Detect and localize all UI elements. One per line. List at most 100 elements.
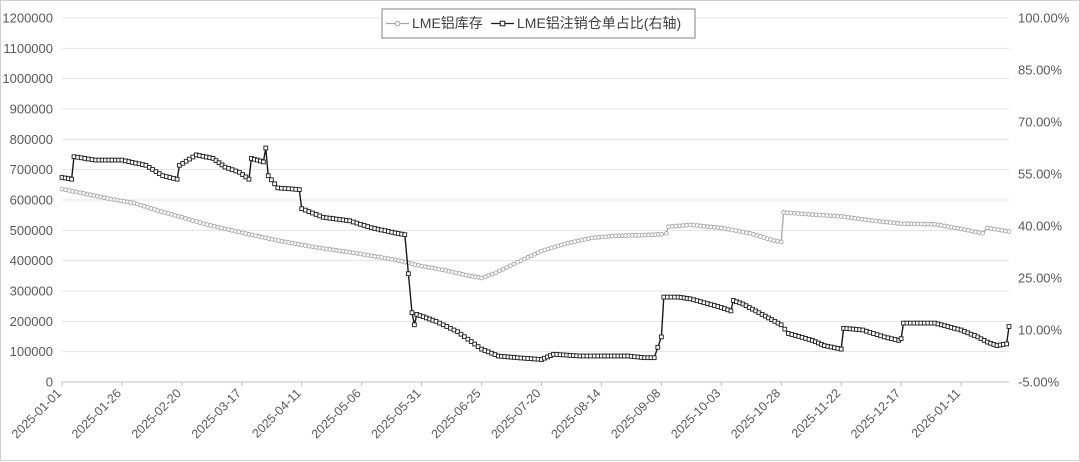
stock-point xyxy=(969,228,975,234)
y-right-tick-label: 85.00% xyxy=(1018,63,1063,78)
stock-point xyxy=(497,268,502,274)
stock-point xyxy=(778,239,784,245)
x-tick-label: 2025-03-17 xyxy=(189,386,244,441)
y-right-tick-label: 100.00% xyxy=(1018,11,1070,26)
stock-point xyxy=(718,225,724,231)
y-left-tick-label: 900000 xyxy=(10,102,53,117)
y-left-tick-label: 100000 xyxy=(10,344,53,359)
ratio-point xyxy=(406,271,411,277)
x-tick-label: 2025-10-28 xyxy=(728,386,783,441)
stock-point xyxy=(663,231,669,236)
x-tick-label: 2026-01-11 xyxy=(909,386,963,440)
ratio-point xyxy=(458,331,464,337)
y-left-tick-label: 700000 xyxy=(10,162,53,177)
x-tick-label: 2025-05-31 xyxy=(369,386,424,441)
ratio-point xyxy=(475,344,481,349)
legend-marker-stock xyxy=(394,20,401,27)
y-right-tick-label: 10.00% xyxy=(1018,323,1063,338)
ratio-point xyxy=(272,181,277,187)
ratio-point xyxy=(1006,324,1012,329)
y-left-tick-label: 1000000 xyxy=(2,71,53,86)
y-left-tick-label: 400000 xyxy=(10,253,53,268)
y-left-tick-label: 600000 xyxy=(10,193,53,208)
x-tick-label: 2025-10-03 xyxy=(668,386,723,441)
y-left-tick-label: 800000 xyxy=(10,132,53,147)
stock-point xyxy=(722,226,728,231)
ratio-point xyxy=(402,232,408,238)
stock-point xyxy=(511,261,517,267)
ratio-point xyxy=(468,339,474,344)
stock-point xyxy=(504,265,510,270)
ratio-point xyxy=(659,334,664,340)
ratio-point xyxy=(69,176,74,182)
x-tick-label: 2025-11-22 xyxy=(789,386,843,440)
stock-point xyxy=(77,190,83,195)
legend-box xyxy=(381,8,696,39)
legend-marker-ratio xyxy=(499,20,506,27)
x-tick-label: 2025-04-11 xyxy=(249,386,303,440)
ratio-point xyxy=(898,336,904,342)
y-right-tick-label: 40.00% xyxy=(1018,219,1063,234)
ratio-point xyxy=(296,187,302,192)
stock-point xyxy=(726,226,731,232)
ratio-point xyxy=(263,145,269,151)
x-tick-label: 2025-08-14 xyxy=(548,386,603,441)
stock-point xyxy=(740,229,746,235)
y-left-tick-label: 1200000 xyxy=(2,11,53,26)
ratio-point xyxy=(174,176,180,182)
x-tick-label: 2025-07-20 xyxy=(488,386,543,441)
ratio-point xyxy=(455,329,460,335)
y-left-tick-label: 1100000 xyxy=(3,41,53,56)
y-left-tick-label: 500000 xyxy=(10,223,53,238)
y-right-tick-label: 55.00% xyxy=(1018,167,1063,182)
legend-label-stock: LME铝库存 xyxy=(412,15,483,31)
stock-point xyxy=(63,187,68,193)
ratio-point xyxy=(651,355,657,361)
stock-point xyxy=(507,263,513,269)
stock-point xyxy=(59,186,65,192)
y-left-tick-label: 300000 xyxy=(10,284,53,299)
y-left-tick-label: 200000 xyxy=(10,314,53,329)
ratio-point xyxy=(246,176,252,182)
ratio-point xyxy=(412,322,417,328)
ratio-point xyxy=(728,308,734,314)
y-right-tick-label: 25.00% xyxy=(1018,271,1063,286)
stock-point xyxy=(1006,229,1012,234)
stock-point xyxy=(736,228,742,234)
ratio-point xyxy=(778,322,784,328)
stock-point xyxy=(659,231,664,237)
x-tick-label: 2025-09-08 xyxy=(608,386,663,441)
stock-point xyxy=(771,238,777,243)
gridlines xyxy=(62,17,1009,383)
y-right-tick-label: -5.00% xyxy=(1018,375,1060,390)
legend: LME铝库存 LME铝注销仓单占比(右轴) xyxy=(381,8,696,39)
stock-point xyxy=(66,188,72,193)
ratio-point xyxy=(261,159,266,165)
x-tick-label: 2025-05-06 xyxy=(309,386,364,441)
x-tick-label: 2025-01-26 xyxy=(69,386,124,441)
x-tick-label: 2025-01-01 xyxy=(9,386,64,441)
legend-label-ratio: LME铝注销仓单占比(右轴) xyxy=(517,15,681,31)
series-layer xyxy=(59,145,1012,362)
x-tick-label: 2025-12-17 xyxy=(848,386,903,441)
stock-point xyxy=(74,189,79,195)
y-right-tick-label: 70.00% xyxy=(1018,115,1063,130)
ratio-point xyxy=(1004,341,1009,347)
stock-series-line xyxy=(61,188,1010,279)
y-left-tick-label: 0 xyxy=(46,375,53,390)
stock-point xyxy=(500,266,506,272)
ratio-point xyxy=(462,334,467,340)
stock-point xyxy=(70,188,76,194)
ratio-point xyxy=(465,336,471,342)
x-tick-label: 2025-02-20 xyxy=(129,386,184,441)
stock-point xyxy=(962,227,967,232)
ratio-point xyxy=(782,326,788,332)
stock-point xyxy=(980,231,985,236)
axes: 0 100000 200000 300000 400000 500000 600000 700… xyxy=(2,11,1069,442)
stock-point xyxy=(493,270,499,276)
ratio-point xyxy=(409,310,415,316)
x-tick-label: 2025-06-25 xyxy=(429,386,484,441)
ratio-point xyxy=(838,346,844,352)
